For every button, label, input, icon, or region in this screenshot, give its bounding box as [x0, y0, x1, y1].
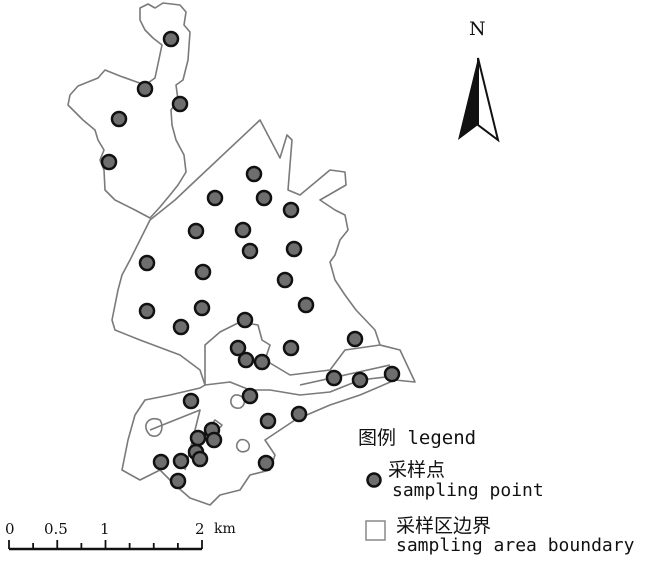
- sampling-points: [100, 30, 401, 490]
- sampling-point: [172, 452, 190, 470]
- sampling-point: [236, 311, 254, 329]
- sampling-point: [237, 351, 255, 369]
- scale-tick-label-0.5: 0.5: [44, 520, 68, 538]
- sampling-point: [346, 330, 364, 348]
- legend-point-label-en: sampling point: [392, 480, 544, 501]
- sampling-point: [255, 189, 273, 207]
- sampling-point: [276, 271, 294, 289]
- sampling-point: [297, 296, 315, 314]
- north-arrow-left-half: [458, 58, 478, 140]
- scale-bar: [8, 540, 203, 551]
- legend-title: 图例 legend: [358, 427, 477, 449]
- sampling-point: [259, 412, 277, 430]
- sampling-point: [234, 221, 252, 239]
- sampling-point: [162, 30, 180, 48]
- scale-tick-label-1: 1: [100, 520, 110, 538]
- sampling-point: [383, 365, 401, 383]
- legend-boundary-label-cn: 采样区边界: [396, 515, 492, 537]
- boundary-north-piece: [67, 2, 191, 219]
- sampling-point: [241, 387, 259, 405]
- sampling-point: [191, 450, 209, 468]
- sampling-point: [290, 405, 308, 423]
- sampling-point: [189, 429, 207, 447]
- sampling-point: [257, 454, 275, 472]
- sampling-point: [138, 302, 156, 320]
- north-arrow-right-half: [477, 57, 500, 143]
- legend-boundary-label-en: sampling area boundary: [396, 535, 635, 556]
- north-label: N: [469, 18, 486, 40]
- scale-tick-label-2: 2: [195, 520, 205, 538]
- sampling-point: [169, 472, 187, 490]
- sampling-point: [152, 453, 170, 471]
- sampling-point: [193, 299, 211, 317]
- sampling-point: [100, 153, 118, 171]
- sampling-point: [351, 371, 369, 389]
- sampling-point: [282, 201, 300, 219]
- sampling-point: [194, 263, 212, 281]
- legend-point-label-cn: 采样点: [388, 459, 446, 481]
- sampling-point: [325, 369, 343, 387]
- sampling-point: [136, 80, 154, 98]
- sampling-point: [229, 339, 247, 357]
- north-arrow: [458, 57, 500, 143]
- sampling-point: [138, 254, 156, 272]
- sampling-point: [171, 95, 189, 113]
- legend-boundary-swatch: [365, 520, 386, 541]
- sampling-point: [205, 431, 223, 449]
- sampling-point: [282, 339, 300, 357]
- boundary-main-piece: [111, 119, 416, 506]
- sampling-point: [285, 240, 303, 258]
- sampling-point: [182, 392, 200, 410]
- sampling-point: [187, 222, 205, 240]
- scale-unit: km: [214, 521, 236, 537]
- sampling-point: [172, 318, 190, 336]
- sampling-point: [206, 189, 224, 207]
- scale-tick-label-0: 0: [5, 520, 15, 538]
- legend-point-swatch: [366, 472, 382, 488]
- sampling-point: [253, 353, 271, 371]
- sampling-point: [245, 165, 263, 183]
- sampling-point: [241, 242, 259, 260]
- sampling-point: [110, 110, 128, 128]
